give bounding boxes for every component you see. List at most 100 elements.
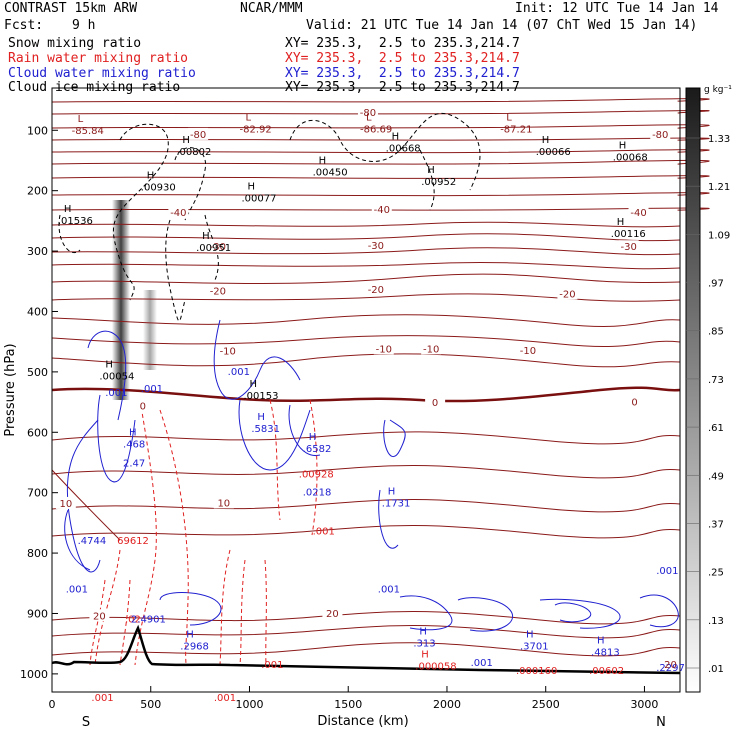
cloud-water-contours bbox=[64, 319, 679, 632]
snow-plume-core bbox=[112, 200, 130, 400]
extremum-marker: H bbox=[202, 231, 210, 242]
isotherm-label: -10 bbox=[520, 346, 536, 357]
isotherm-label: -20 bbox=[210, 286, 226, 297]
extremum-marker: H bbox=[147, 171, 155, 182]
extremum-value: .5831 bbox=[251, 424, 280, 435]
extremum-value: .00930 bbox=[141, 183, 176, 194]
isotherm-label-bg bbox=[168, 205, 189, 218]
isotherm-label: 0 bbox=[432, 398, 438, 409]
valid-time: Valid: 21 UTC Tue 14 Jan 14 (07 ChT Wed … bbox=[306, 18, 698, 33]
isotherm-label-bg bbox=[89, 609, 110, 622]
x-end-label-north: N bbox=[656, 715, 666, 730]
extremum-marker: H bbox=[319, 156, 327, 167]
isotherm-label-bg bbox=[207, 284, 228, 297]
colorbar-label: .85 bbox=[708, 327, 724, 338]
colorbar-label: 1.33 bbox=[708, 134, 730, 145]
plot-frame bbox=[51, 87, 681, 693]
isotherm-label-bg bbox=[357, 106, 378, 119]
extremum-marker: H bbox=[388, 487, 396, 498]
isotherm-label: -10 bbox=[376, 344, 392, 355]
extremum-marker: H bbox=[64, 204, 72, 215]
contour-field bbox=[51, 98, 710, 675]
extremum-value: .001 bbox=[313, 526, 335, 537]
isotherm-label-bg bbox=[188, 127, 209, 140]
extremum-value: .468 bbox=[123, 439, 145, 450]
x-tick-label: 2000 bbox=[433, 698, 461, 711]
extremum-value: .2968 bbox=[180, 642, 209, 653]
extremum-value: .001 bbox=[471, 658, 493, 669]
isotherm-label: 0 bbox=[140, 402, 146, 413]
extremum-marker: H bbox=[619, 140, 627, 151]
x-tick-label: 2500 bbox=[532, 698, 560, 711]
extremum-value: .00602 bbox=[589, 666, 624, 677]
extremum-value: .001 bbox=[656, 566, 678, 577]
colorbar-label: 1.21 bbox=[708, 182, 730, 193]
isotherm-label: -30 bbox=[620, 242, 636, 253]
isotherm-label-bg bbox=[365, 239, 386, 252]
extremum-marker: H bbox=[427, 165, 435, 176]
extremum-value: -85.84 bbox=[72, 126, 104, 137]
isotherm-label-bg bbox=[628, 205, 649, 218]
colorbar-label: .61 bbox=[708, 423, 724, 434]
extremum-value: .0218 bbox=[303, 488, 332, 499]
y-tick-label: 400 bbox=[27, 305, 48, 318]
isotherm-label: -30 bbox=[210, 242, 226, 253]
isotherm-label: -10 bbox=[220, 347, 236, 358]
extremum-value: .4744 bbox=[78, 536, 107, 547]
y-tick-label: 900 bbox=[27, 607, 48, 620]
isotherm-label: -40 bbox=[374, 205, 390, 216]
isotherm-label: 20 bbox=[93, 611, 106, 622]
freezing-level-line bbox=[51, 386, 681, 403]
extremum-marker: L bbox=[506, 113, 512, 124]
isotherm-label: -20 bbox=[368, 285, 384, 296]
extremum-value: .00928 bbox=[299, 470, 334, 481]
colorbar-gradient bbox=[685, 87, 701, 693]
isotherm-label-bg bbox=[217, 344, 238, 357]
extremum-value: .4813 bbox=[591, 648, 620, 659]
extremum-value: -87.21 bbox=[500, 125, 532, 136]
isotherm-label-bg bbox=[650, 127, 671, 140]
extremum-value: 69612 bbox=[117, 536, 149, 547]
isotherm-label-bg bbox=[322, 606, 343, 619]
isotherm-label: 20 bbox=[326, 609, 339, 620]
extremum-value: .00951 bbox=[196, 243, 231, 254]
extremum-value: .001 bbox=[66, 584, 88, 595]
y-tick-label: 500 bbox=[27, 366, 48, 379]
extremum-value: .001 bbox=[228, 367, 250, 378]
x-axis-title: Distance (km) bbox=[317, 714, 408, 729]
extremum-value: .000160 bbox=[516, 666, 557, 677]
isotherm-label: -40 bbox=[630, 208, 646, 219]
isotherm-label-bg bbox=[624, 395, 645, 408]
isotherm-label: -80 bbox=[652, 130, 668, 141]
x-axis: 0 500 1000 1500 2000 2500 3000 bbox=[49, 686, 658, 711]
extremum-value: .001 bbox=[105, 388, 127, 399]
x-tick-label: 500 bbox=[140, 698, 161, 711]
extremum-value: .00668 bbox=[386, 143, 421, 154]
extremum-marker: H bbox=[617, 217, 625, 228]
field-xy-snow: XY= 235.3, 2.5 to 235.3,214.7 bbox=[285, 36, 520, 51]
extremum-value: .001 bbox=[91, 693, 113, 704]
extremum-value: .1731 bbox=[382, 499, 411, 510]
extremum-value: 2.4901 bbox=[131, 614, 166, 625]
extremum-marker: H bbox=[421, 650, 429, 661]
colorbar-label: .97 bbox=[708, 279, 724, 290]
y-tick-label: 200 bbox=[27, 185, 48, 198]
extremum-value: .2297 bbox=[656, 663, 685, 674]
isotherm-label: -80 bbox=[190, 130, 206, 141]
extremum-value: .00952 bbox=[421, 177, 456, 188]
extremum-value: 20 bbox=[664, 660, 677, 671]
isotherm-label: 10 bbox=[59, 499, 72, 510]
extremum-marker: H bbox=[542, 135, 550, 146]
field-name-cloud-water: Cloud water mixing ratio bbox=[8, 66, 196, 81]
isotherm-label: -20 bbox=[559, 289, 575, 300]
extremum-value: .000058 bbox=[415, 662, 456, 673]
isotherm-label-bg bbox=[421, 342, 442, 355]
y-tick-label: 1000 bbox=[20, 668, 48, 681]
x-tick-label: 3000 bbox=[630, 698, 658, 711]
extremum-marker: L bbox=[246, 113, 252, 124]
extremum-value: .00450 bbox=[313, 168, 348, 179]
extremum-marker: L bbox=[366, 113, 372, 124]
colorbar-label: .49 bbox=[708, 471, 724, 482]
colorbar-label: .25 bbox=[708, 568, 724, 579]
